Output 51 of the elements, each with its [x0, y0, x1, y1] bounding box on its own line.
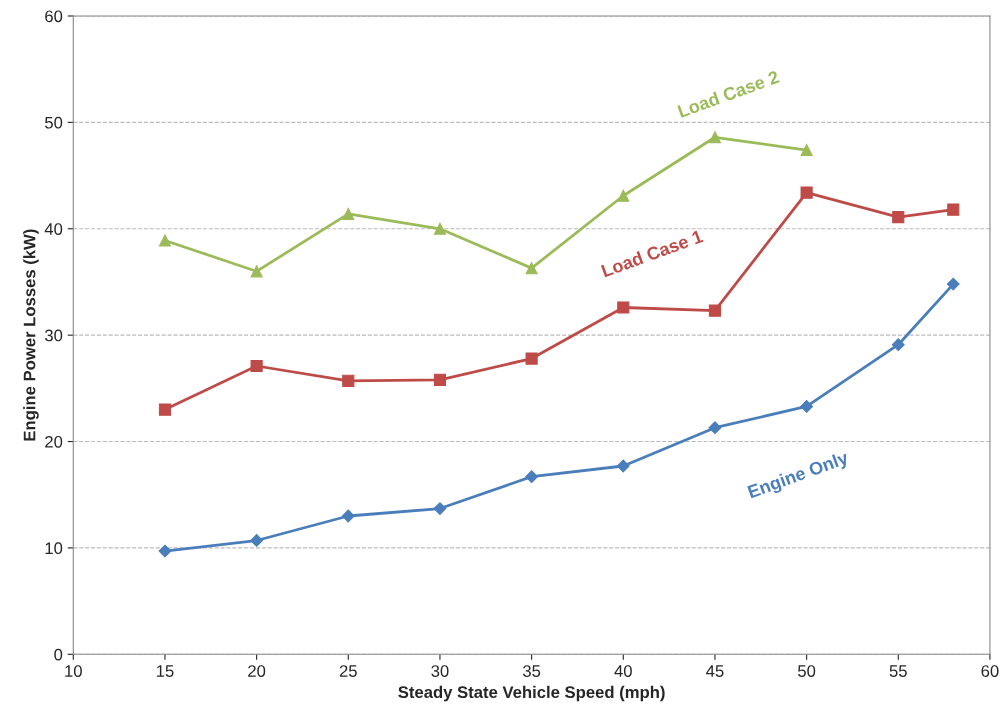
- point: [158, 234, 172, 247]
- point: [708, 131, 722, 144]
- point: [947, 203, 960, 216]
- x-tick-label: 20: [248, 665, 266, 677]
- point: [250, 359, 263, 373]
- y-axis-title: Engine Power Losses (kW): [23, 229, 39, 441]
- point: [946, 277, 960, 291]
- point: [433, 502, 447, 515]
- x-tick-label: 15: [156, 665, 174, 677]
- x-axis-title: Steady State Vehicle Speed (mph): [398, 685, 665, 702]
- point: [525, 352, 538, 365]
- y-tick-label: 60: [45, 10, 63, 23]
- x-tick-label: 30: [431, 665, 449, 677]
- point: [250, 534, 264, 547]
- x-tick-label: 25: [339, 665, 357, 677]
- point: [892, 210, 905, 224]
- x-tick-label: 45: [706, 665, 724, 677]
- point: [158, 544, 172, 558]
- point: [891, 338, 905, 352]
- point: [433, 373, 447, 386]
- point: [525, 262, 538, 275]
- point: [617, 189, 630, 202]
- point: [800, 143, 813, 157]
- x-tick-label: 55: [889, 665, 907, 677]
- x-tick-label: 40: [614, 665, 632, 677]
- y-tick-label: 50: [45, 116, 63, 129]
- point: [250, 265, 263, 278]
- point: [708, 421, 722, 435]
- y-tick-label: 10: [45, 542, 63, 555]
- point: [342, 207, 355, 220]
- point: [158, 403, 172, 416]
- text: Load Case 1: [600, 229, 704, 278]
- y-tick-label: 40: [44, 223, 63, 235]
- text: Engine Only: [747, 450, 851, 502]
- point: [800, 186, 813, 199]
- point: [341, 509, 355, 523]
- point: [433, 222, 447, 235]
- point: [708, 304, 722, 317]
- y-tick-label: 20: [45, 435, 63, 448]
- y-tick-label: 0: [54, 648, 63, 661]
- y-tick-label: 30: [44, 329, 63, 342]
- x-tick-label: 60: [981, 665, 999, 677]
- point: [800, 400, 814, 413]
- point: [525, 470, 539, 484]
- text: Load Case 2: [677, 69, 780, 118]
- x-tick-label: 35: [522, 665, 541, 677]
- point: [616, 459, 630, 473]
- point: [342, 374, 355, 387]
- x-tick-label: 50: [798, 665, 816, 677]
- point: [617, 301, 630, 314]
- x-tick-label: 10: [65, 665, 82, 677]
